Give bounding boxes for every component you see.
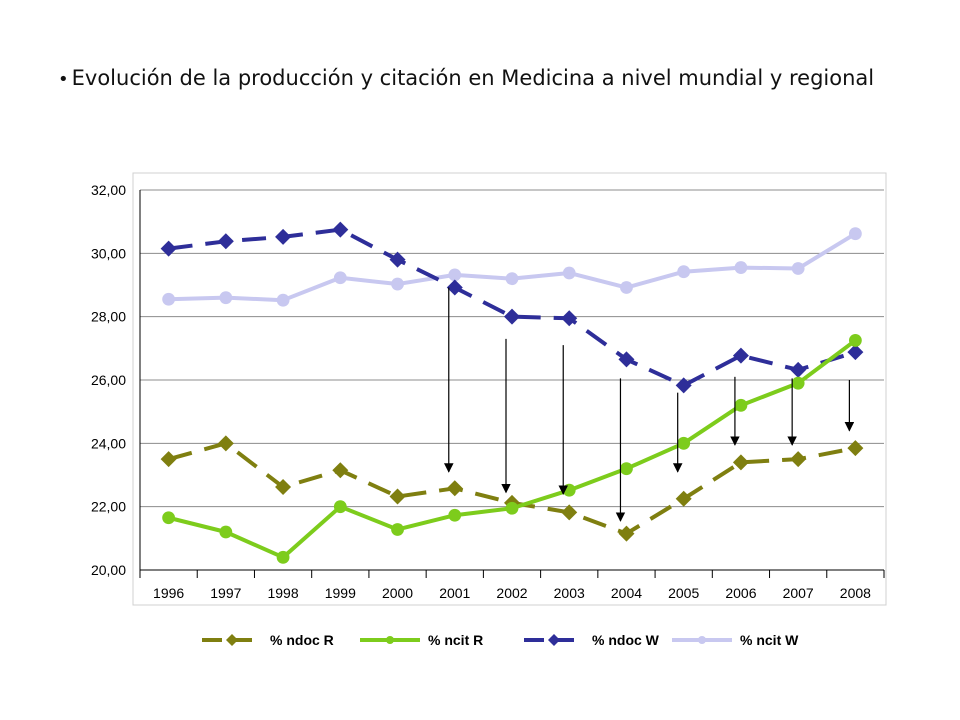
x-tick-label: 2002 xyxy=(496,585,527,601)
axes: 20,00 22,00 24,00 26,00 28,00 30,00 32,00 1996 1… xyxy=(91,182,885,601)
data-point-diamond xyxy=(790,451,807,468)
data-point-diamond xyxy=(275,228,292,245)
series--ndoc-w xyxy=(160,221,864,394)
data-point-diamond xyxy=(790,361,807,378)
data-point-circle xyxy=(562,483,576,497)
x-tick-label: 1996 xyxy=(153,585,184,601)
data-point-diamond xyxy=(618,525,635,542)
y-tick-label: 28,00 xyxy=(91,309,126,325)
data-point-diamond xyxy=(226,634,238,646)
data-point-circle xyxy=(677,265,691,279)
data-point-diamond xyxy=(504,308,520,325)
data-point-circle xyxy=(448,508,462,522)
chart-area xyxy=(132,172,887,606)
series--ncit-w xyxy=(162,227,862,307)
data-point-circle xyxy=(386,636,394,644)
y-tick-label: 20,00 xyxy=(91,562,126,578)
legend-label: % ndoc R xyxy=(270,632,334,648)
y-tick-label: 32,00 xyxy=(91,182,126,198)
legend-label: % ncit W xyxy=(740,632,799,648)
data-point-diamond xyxy=(675,490,692,507)
data-point-diamond xyxy=(446,480,463,497)
heading-text: Evolución de la producción y citación en… xyxy=(71,66,875,90)
data-point-diamond xyxy=(446,279,463,296)
x-tick-label: 2008 xyxy=(840,585,871,601)
data-point-circle xyxy=(791,376,805,390)
data-point-circle xyxy=(848,334,862,347)
legend: % ndoc R % ncit R % ndoc W % ncit W xyxy=(202,632,799,648)
data-point-diamond xyxy=(332,462,349,479)
data-point-circle xyxy=(276,293,290,307)
data-point-diamond xyxy=(217,435,234,452)
data-point-circle xyxy=(162,292,176,306)
data-point-diamond xyxy=(332,221,349,238)
data-point-circle xyxy=(505,501,519,515)
data-point-diamond xyxy=(847,344,864,361)
data-point-circle xyxy=(562,266,576,280)
data-point-diamond xyxy=(275,479,292,496)
data-point-circle xyxy=(677,436,691,450)
data-point-circle xyxy=(391,277,404,291)
data-point-circle xyxy=(219,525,233,539)
data-point-diamond xyxy=(618,351,635,368)
data-point-circle xyxy=(620,462,633,476)
data-point-diamond xyxy=(561,310,578,327)
data-point-circle xyxy=(219,291,233,305)
x-tick-label: 2005 xyxy=(668,585,699,601)
data-point-circle xyxy=(448,268,462,282)
series--ncit-r xyxy=(162,334,862,564)
data-point-circle xyxy=(698,636,706,644)
data-point-circle xyxy=(791,262,805,275)
slide-heading: • Evolución de la producción y citación e… xyxy=(58,62,878,96)
data-point-diamond xyxy=(675,377,692,394)
x-tick-label: 1999 xyxy=(325,585,356,601)
data-point-circle xyxy=(333,271,347,285)
data-point-diamond xyxy=(389,251,406,268)
data-point-diamond xyxy=(389,488,406,505)
annotation-arrows xyxy=(443,287,855,522)
legend-entry: % ndoc R xyxy=(202,632,334,648)
data-point-circle xyxy=(276,550,290,564)
x-tick-label: 1997 xyxy=(210,585,241,601)
legend-label: % ncit R xyxy=(428,632,483,648)
data-point-diamond xyxy=(732,347,749,364)
x-tick-label: 2003 xyxy=(554,585,585,601)
data-point-diamond xyxy=(561,504,578,521)
x-tick-label: 1998 xyxy=(267,585,298,601)
x-tick-label: 2004 xyxy=(611,585,642,601)
data-point-circle xyxy=(848,227,862,241)
data-point-circle xyxy=(391,523,404,536)
data-point-diamond xyxy=(160,240,177,257)
data-point-circle xyxy=(734,398,748,412)
x-tick-label: 2006 xyxy=(725,585,756,601)
series-layer xyxy=(160,221,864,564)
x-tick-label: 2007 xyxy=(783,585,814,601)
y-tick-label: 30,00 xyxy=(91,245,126,261)
y-tick-label: 22,00 xyxy=(91,499,126,515)
data-point-diamond xyxy=(160,451,177,468)
data-point-circle xyxy=(333,500,347,514)
y-tick-label: 24,00 xyxy=(91,435,126,451)
legend-entry: % ncit R xyxy=(360,632,483,648)
data-point-circle xyxy=(162,511,176,525)
legend-label: % ndoc W xyxy=(592,632,660,648)
data-point-diamond xyxy=(847,440,864,457)
data-point-diamond xyxy=(732,454,749,471)
y-tick-label: 26,00 xyxy=(91,372,126,388)
data-point-diamond xyxy=(217,233,234,250)
x-tick-label: 2001 xyxy=(439,585,470,601)
legend-entry: % ndoc W xyxy=(524,632,660,648)
bullet-marker: • xyxy=(58,69,69,90)
legend-entry: % ncit W xyxy=(672,632,799,648)
data-point-circle xyxy=(734,261,748,274)
data-point-circle xyxy=(505,272,519,286)
data-point-circle xyxy=(620,281,633,294)
data-point-diamond xyxy=(548,634,560,646)
x-tick-label: 2000 xyxy=(382,585,413,601)
